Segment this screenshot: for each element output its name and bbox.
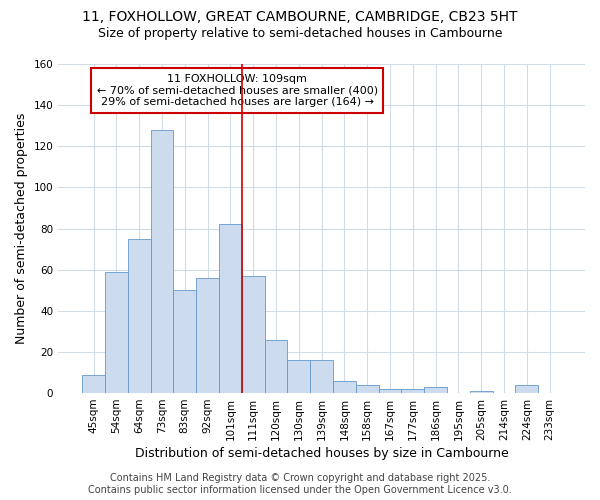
Bar xyxy=(196,278,219,393)
Bar xyxy=(379,389,401,393)
Y-axis label: Number of semi-detached properties: Number of semi-detached properties xyxy=(15,113,28,344)
Bar xyxy=(242,276,265,393)
Text: 11, FOXHOLLOW, GREAT CAMBOURNE, CAMBRIDGE, CB23 5HT: 11, FOXHOLLOW, GREAT CAMBOURNE, CAMBRIDG… xyxy=(82,10,518,24)
Text: Contains HM Land Registry data © Crown copyright and database right 2025.
Contai: Contains HM Land Registry data © Crown c… xyxy=(88,474,512,495)
Bar xyxy=(151,130,173,393)
Bar xyxy=(265,340,287,393)
Bar xyxy=(173,290,196,393)
Bar xyxy=(128,239,151,393)
Text: Size of property relative to semi-detached houses in Cambourne: Size of property relative to semi-detach… xyxy=(98,28,502,40)
Bar xyxy=(356,385,379,393)
Bar xyxy=(310,360,333,393)
Bar xyxy=(333,380,356,393)
Bar xyxy=(515,385,538,393)
Bar xyxy=(287,360,310,393)
Text: 11 FOXHOLLOW: 109sqm
← 70% of semi-detached houses are smaller (400)
29% of semi: 11 FOXHOLLOW: 109sqm ← 70% of semi-detac… xyxy=(97,74,378,107)
Bar xyxy=(470,391,493,393)
Bar xyxy=(105,272,128,393)
Bar xyxy=(424,387,447,393)
Bar xyxy=(82,374,105,393)
Bar xyxy=(219,224,242,393)
X-axis label: Distribution of semi-detached houses by size in Cambourne: Distribution of semi-detached houses by … xyxy=(135,447,508,460)
Bar xyxy=(401,389,424,393)
